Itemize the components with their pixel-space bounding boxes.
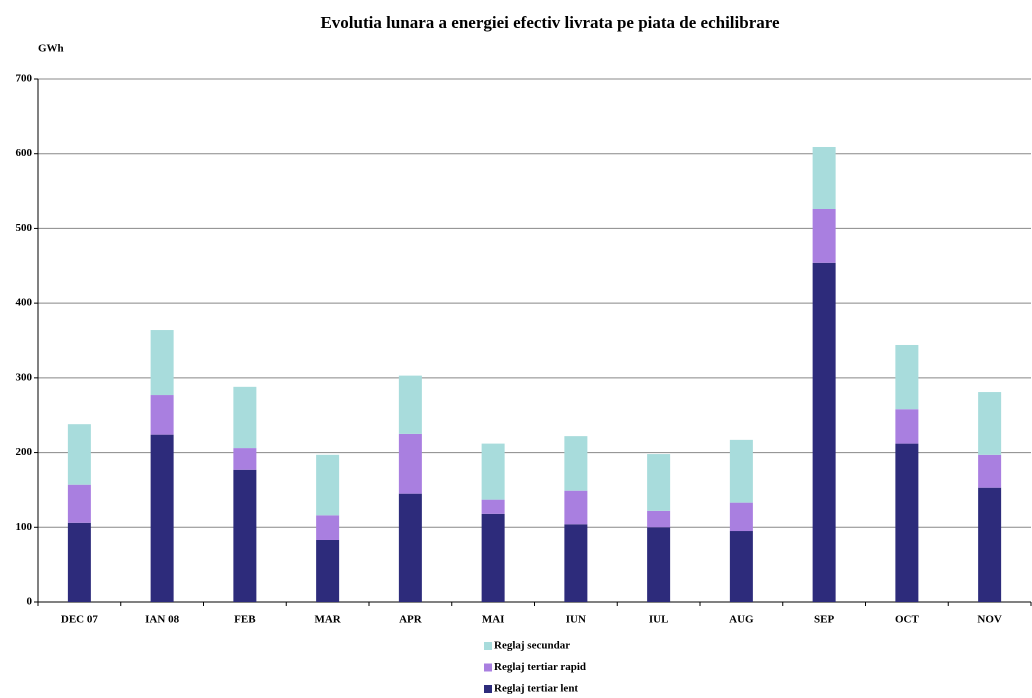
y-tick-label: 300: [16, 371, 33, 383]
y-tick-label: 400: [16, 297, 33, 309]
bar-segment: [398, 493, 422, 602]
bar-segment: [812, 209, 836, 263]
bar-segment: [67, 484, 91, 523]
legend-label: Reglaj tertiar lent: [494, 683, 578, 695]
bar-segment: [398, 433, 422, 494]
bar-segment: [812, 262, 836, 602]
x-tick-label: DEC 07: [61, 614, 98, 626]
bar-segment: [564, 490, 588, 525]
bar-segment: [895, 344, 919, 410]
x-tick-label: MAI: [482, 614, 505, 626]
bar-segment: [647, 510, 671, 528]
bar-segment: [150, 434, 174, 602]
bar-segment: [895, 409, 919, 444]
y-tick-label: 700: [16, 73, 33, 85]
x-tick-label: IAN 08: [145, 614, 179, 626]
bar-segment: [233, 386, 257, 449]
y-axis-label: GWh: [38, 43, 64, 55]
x-tick-label: IUN: [566, 614, 586, 626]
x-tick-label: MAR: [314, 614, 341, 626]
bar-segment: [150, 395, 174, 435]
x-tick-label: APR: [399, 614, 423, 626]
legend-label: Reglaj tertiar rapid: [494, 661, 586, 673]
bar-segment: [812, 146, 836, 210]
x-tick-label: OCT: [895, 614, 920, 626]
bar-segment: [67, 424, 91, 485]
bar-segment: [481, 443, 505, 500]
x-tick-label: SEP: [814, 614, 834, 626]
bar-segment: [481, 499, 505, 514]
y-tick-label: 600: [16, 147, 33, 159]
legend-swatch: [484, 663, 492, 672]
x-tick-label: IUL: [649, 614, 669, 626]
bar-segment: [233, 469, 257, 602]
y-tick-label: 0: [27, 596, 33, 608]
chart-title: Evolutia lunara a energiei efectiv livra…: [320, 13, 780, 32]
x-tick-label: NOV: [977, 614, 1002, 626]
bar-segment: [647, 527, 671, 602]
bar-segment: [316, 539, 340, 602]
bar-segment: [481, 513, 505, 602]
bar-segment: [316, 454, 340, 516]
bar-segment: [233, 448, 257, 470]
legend-label: Reglaj secundar: [494, 640, 570, 652]
bar-segment: [316, 515, 340, 540]
bar-segment: [978, 487, 1002, 602]
bar-segment: [647, 454, 671, 511]
bar-segment: [729, 502, 753, 532]
bar-segment: [978, 454, 1002, 488]
bar-segment: [564, 524, 588, 602]
legend-swatch: [484, 642, 492, 650]
x-tick-label: FEB: [234, 614, 256, 626]
bar-segment: [564, 436, 588, 491]
x-tick-label: AUG: [729, 614, 754, 626]
legend-swatch: [484, 685, 492, 693]
y-tick-label: 200: [16, 446, 33, 458]
bar-segment: [150, 330, 174, 396]
bar-segment: [67, 522, 91, 602]
bar-segment: [398, 375, 422, 434]
y-tick-label: 500: [16, 222, 33, 234]
y-tick-label: 100: [16, 521, 33, 533]
bar-segment: [729, 439, 753, 503]
bar-segment: [895, 443, 919, 602]
bar-segment: [978, 392, 1002, 455]
bar-segment: [729, 531, 753, 602]
